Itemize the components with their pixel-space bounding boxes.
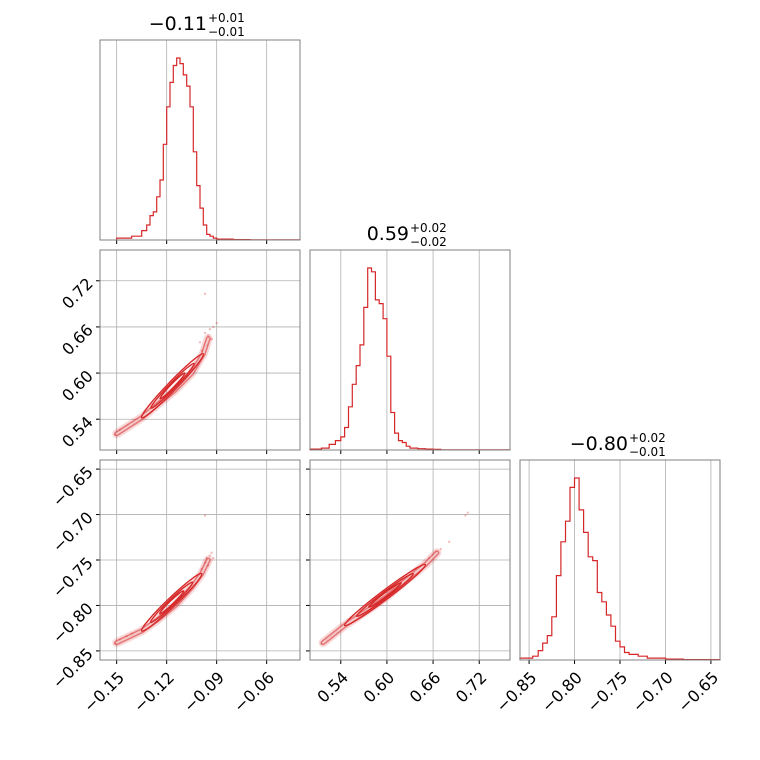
x-tick-label: −0.09 — [180, 668, 228, 716]
y-tick-label: 0.72 — [58, 274, 97, 313]
histogram-param-0 — [116, 57, 301, 241]
title-param-1: 0.59 +0.02 −0.02 — [367, 221, 447, 249]
density-band — [112, 555, 213, 648]
scatter-point — [208, 554, 212, 557]
axes-frame — [99, 459, 301, 661]
contour-level-3 — [368, 582, 402, 608]
x-tick-label: −0.75 — [583, 668, 631, 716]
contour-level-2 — [149, 581, 194, 624]
contour-level-2 — [355, 572, 415, 618]
contour-level-2 — [150, 362, 195, 409]
scatter-point — [203, 331, 207, 335]
x-tick-label: 0.60 — [360, 668, 399, 707]
y-tick-label: −0.85 — [49, 644, 97, 692]
x-tick-label: −0.06 — [230, 668, 278, 716]
x-tick-label: −0.65 — [674, 668, 722, 716]
x-tick-labels: −0.15 −0.12 −0.09 −0.06 0.54 0.60 0.66 0.72 −0.8… — [80, 668, 722, 716]
y-tick-label: −0.75 — [49, 553, 97, 601]
title-median: −0.11 — [149, 13, 207, 35]
panels — [96, 39, 721, 664]
title-plus: +0.01 — [208, 11, 245, 25]
y-tick-label: −0.80 — [49, 599, 97, 647]
scatter-point — [210, 338, 213, 341]
y-tick-label: −0.70 — [49, 508, 97, 556]
title-plus: +0.02 — [629, 431, 666, 445]
y-tick-labels: 0.54 0.60 0.66 0.72 −0.85−0.80−0.75−0.70−0.6… — [49, 274, 97, 692]
scatter-point — [464, 514, 467, 517]
scatter-point — [207, 334, 210, 337]
title-median: −0.80 — [570, 433, 628, 455]
axes-frame — [519, 459, 721, 661]
x-tick-label: −0.15 — [80, 668, 128, 716]
x-tick-label: −0.12 — [130, 668, 178, 716]
scatter-point — [448, 540, 451, 543]
contour-outer — [114, 557, 211, 646]
contour-gap — [115, 559, 210, 644]
y-tick-label: 0.60 — [58, 366, 97, 405]
x-tick-label: −0.80 — [538, 668, 586, 716]
x-tick-label: 0.72 — [452, 668, 491, 707]
axes-frame — [99, 39, 301, 241]
title-param-0: −0.11 +0.01 −0.01 — [149, 11, 245, 39]
histogram-param-2 — [519, 477, 721, 661]
x-tick-label: 0.54 — [313, 668, 352, 707]
x-tick-label: −0.70 — [629, 668, 677, 716]
contour-level-1 — [140, 572, 203, 632]
histogram-param-1 — [309, 267, 511, 451]
title-plus: +0.02 — [410, 221, 447, 235]
x-tick-label: 0.66 — [406, 668, 445, 707]
title-param-2: −0.80 +0.02 −0.01 — [570, 431, 666, 459]
scatter-point — [212, 557, 215, 560]
title-minus: −0.02 — [410, 235, 447, 249]
y-tick-label: 0.66 — [58, 320, 97, 359]
scatter-point — [439, 547, 442, 551]
y-tick-label: 0.54 — [58, 413, 97, 452]
axes-frame — [99, 249, 301, 451]
x-tick-label: −0.85 — [492, 668, 540, 716]
y-tick-label: −0.65 — [49, 462, 97, 510]
axes-frame — [309, 249, 511, 451]
contour-level-1 — [343, 563, 427, 627]
scatter-point — [208, 328, 212, 331]
contour-level-3 — [159, 372, 186, 400]
contour-level-1 — [140, 353, 205, 419]
scatter-point — [198, 341, 202, 344]
scatter-point — [212, 325, 215, 329]
title-median: 0.59 — [367, 223, 409, 245]
title-minus: −0.01 — [629, 445, 666, 459]
scatter-point — [215, 321, 218, 325]
scatter-point — [203, 514, 207, 517]
scatter-point — [466, 511, 469, 514]
scatter-point — [203, 292, 207, 295]
axes-frame — [309, 459, 511, 661]
contour-level-3 — [158, 590, 185, 615]
scatter-point — [210, 551, 213, 554]
title-minus: −0.01 — [208, 25, 245, 39]
